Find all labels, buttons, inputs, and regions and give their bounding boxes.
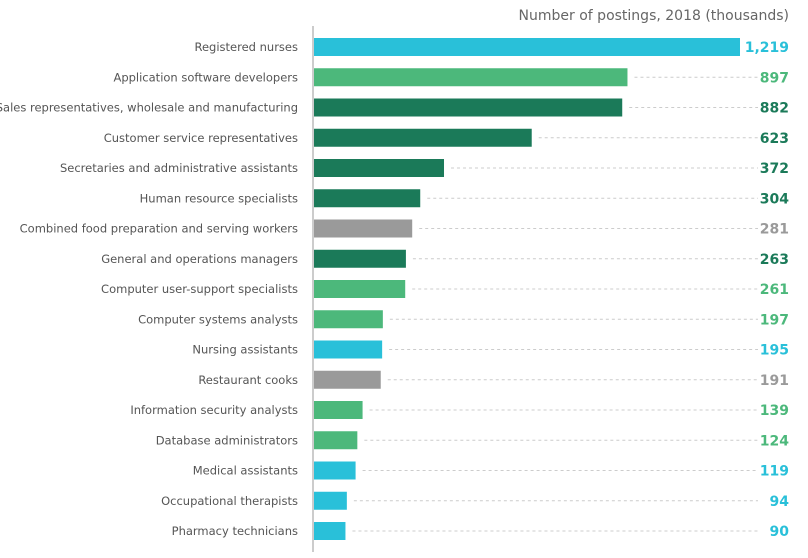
- bar: [314, 219, 413, 238]
- value-label: 197: [760, 312, 789, 328]
- value-label: 191: [760, 373, 789, 389]
- category-label: Customer service representatives: [104, 131, 298, 145]
- value-label: 263: [760, 252, 789, 268]
- bar: [314, 522, 346, 540]
- category-label: Combined food preparation and serving wo…: [20, 222, 298, 236]
- category-label: Database administrators: [156, 433, 298, 447]
- category-label: Computer user-support specialists: [101, 282, 298, 296]
- category-label: Secretaries and administrative assistant…: [60, 161, 298, 175]
- category-label: Medical assistants: [193, 464, 298, 478]
- category-label: Computer systems analysts: [138, 312, 298, 326]
- bar: [314, 280, 406, 298]
- category-label: Registered nurses: [195, 40, 299, 54]
- bar: [314, 370, 381, 389]
- value-label: 281: [760, 222, 789, 238]
- value-label: 897: [760, 70, 789, 86]
- category-label: Nursing assistants: [192, 343, 298, 357]
- bar: [314, 98, 623, 117]
- category-label: Pharmacy technicians: [172, 524, 298, 538]
- category-label: General and operations managers: [101, 252, 298, 266]
- bar: [314, 159, 445, 177]
- category-label: Occupational therapists: [161, 494, 298, 508]
- category-label: Restaurant cooks: [198, 373, 298, 387]
- chart-title: Number of postings, 2018 (thousands): [519, 8, 789, 24]
- value-label: 124: [760, 433, 789, 449]
- bar: [314, 431, 358, 450]
- category-label: Sales representatives, wholesale and man…: [0, 101, 298, 115]
- value-label: 882: [760, 101, 789, 117]
- value-label: 90: [770, 524, 790, 540]
- bar: [314, 189, 421, 208]
- category-label: Human resource specialists: [140, 191, 298, 205]
- value-label: 372: [760, 161, 789, 177]
- bar: [314, 249, 406, 268]
- value-label: 304: [760, 191, 789, 207]
- category-label: Application software developers: [113, 70, 298, 84]
- bar: [314, 401, 363, 419]
- value-label: 1,219: [745, 40, 789, 56]
- value-label: 623: [760, 131, 789, 147]
- bar: [314, 340, 383, 359]
- bar: [314, 38, 740, 56]
- value-label: 139: [760, 403, 789, 419]
- value-label: 261: [760, 282, 789, 298]
- bar: [314, 128, 532, 147]
- value-label: 94: [770, 494, 790, 510]
- bar: [314, 68, 628, 87]
- bar: [314, 461, 356, 480]
- value-label: 195: [760, 343, 789, 359]
- category-label: Information security analysts: [130, 403, 298, 417]
- bar: [314, 310, 383, 329]
- value-label: 119: [760, 464, 789, 480]
- bar: [314, 491, 347, 510]
